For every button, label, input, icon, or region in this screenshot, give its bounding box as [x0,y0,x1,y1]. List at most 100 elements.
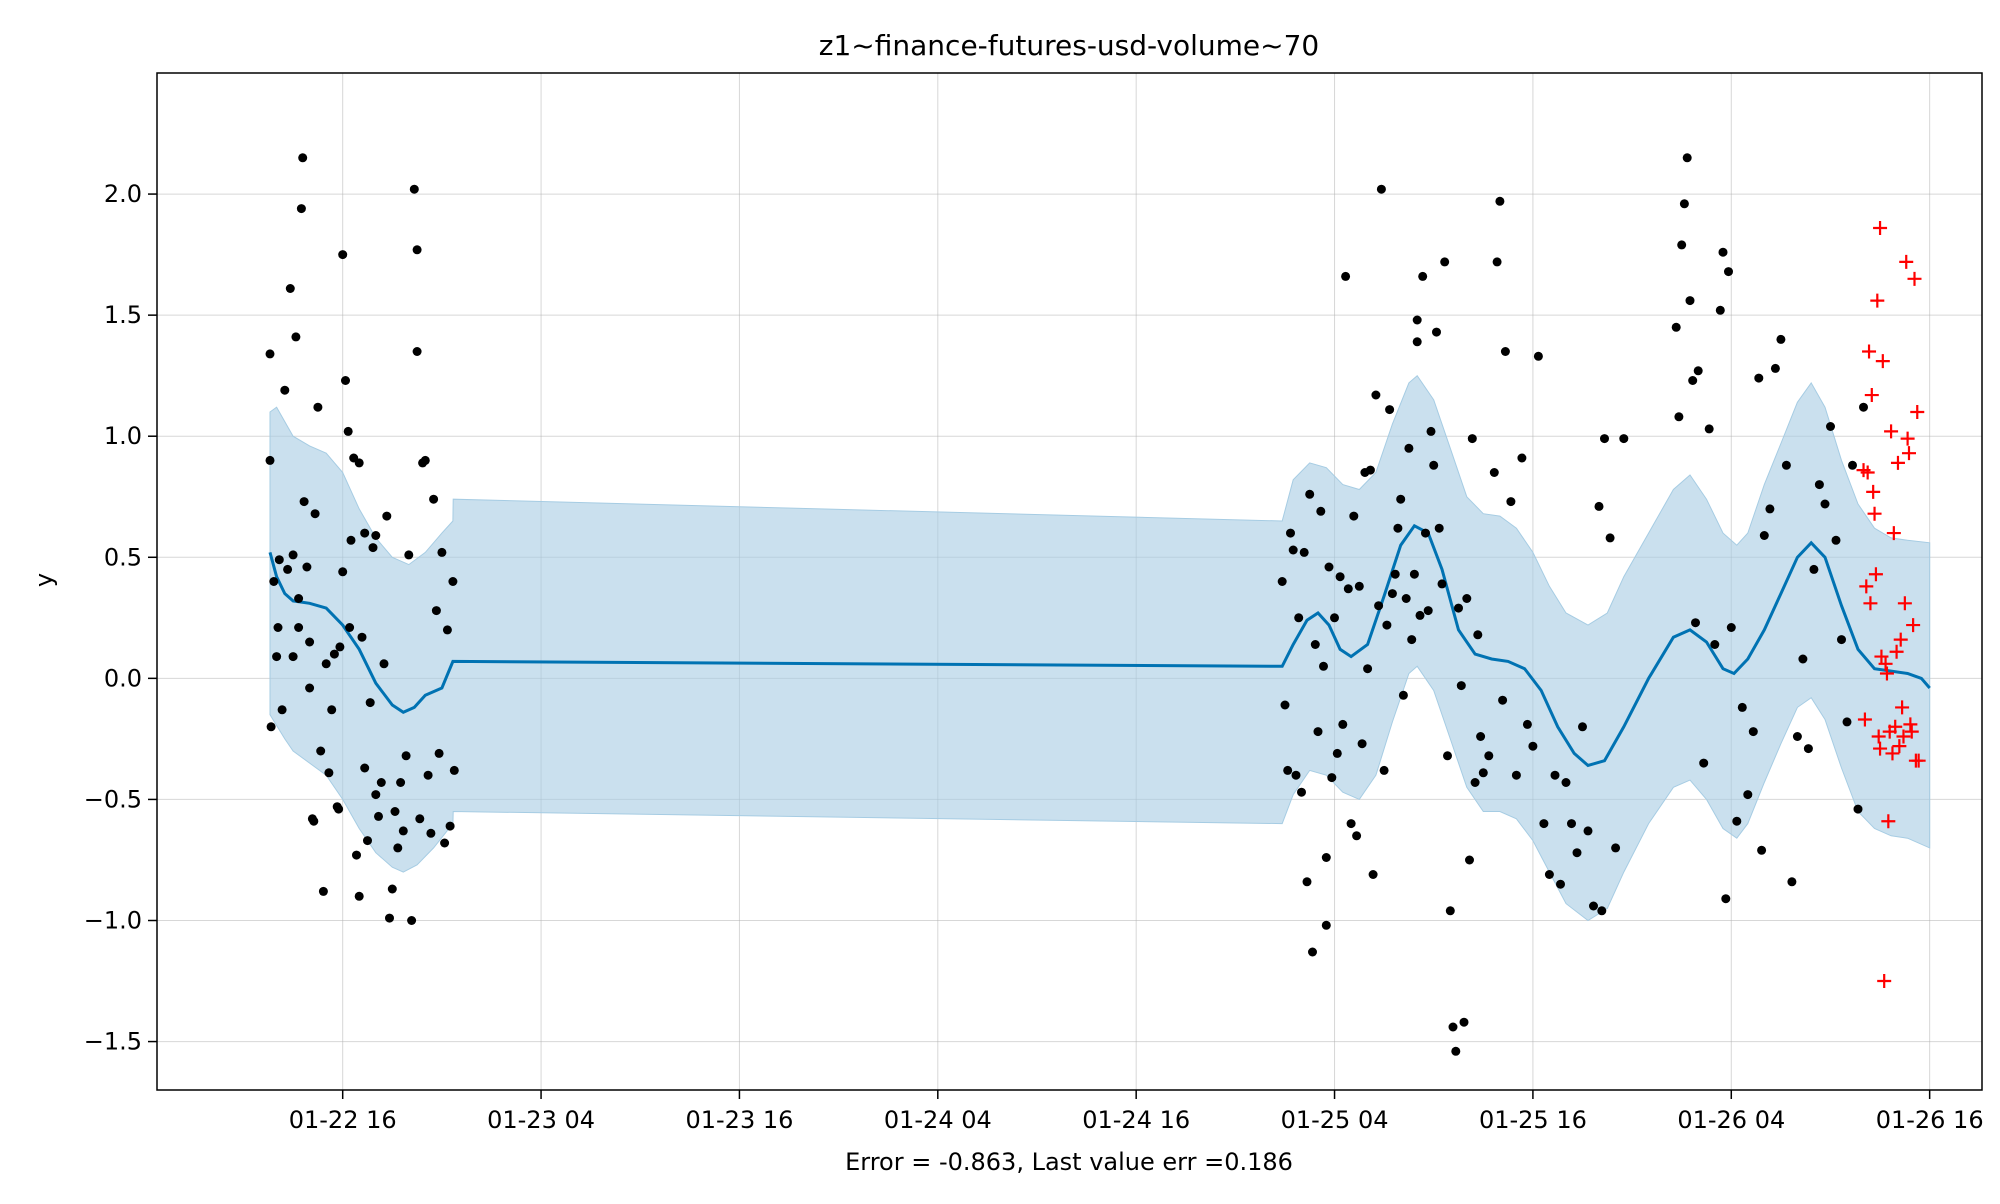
observed-point [423,770,433,780]
observed-point [1327,773,1337,783]
observed-point [352,850,361,860]
observed-point [398,826,408,836]
observed-point [1688,376,1698,385]
observed-point [1341,271,1351,281]
observed-point [1451,1046,1461,1056]
observed-point [1429,460,1439,470]
observed-point [1302,877,1312,887]
observed-point [1374,601,1384,611]
future-point [1867,506,1882,521]
observed-point [1495,196,1505,206]
observed-point [1556,879,1565,889]
observed-point [345,623,355,632]
y-tick-label: 2.0 [104,180,142,208]
observed-point [1600,434,1609,444]
observed-point [265,349,275,359]
observed-point [1332,748,1342,758]
future-points [1856,220,1926,989]
observed-point [1363,664,1373,674]
future-point [1863,596,1878,611]
observed-point [298,153,308,163]
observed-point [1434,523,1444,533]
observed-point [1324,562,1334,572]
observed-point [360,528,370,538]
observed-point [1605,533,1615,543]
observed-point [1357,739,1367,749]
y-axis-label: y [30,573,58,587]
observed-point [1715,305,1725,315]
observed-point [310,509,320,519]
observed-point [1286,528,1295,538]
observed-point [1724,267,1733,277]
observed-point [1462,594,1472,603]
observed-point [1500,347,1510,356]
observed-point [1528,741,1538,751]
observed-point [1277,577,1287,586]
observed-point [449,765,459,775]
future-point [1868,567,1883,582]
x-tick-label: 01-25 16 [1479,1106,1587,1134]
observed-point [1338,719,1348,729]
observed-point [1578,722,1587,732]
observed-point [374,811,383,821]
x-tick-label: 01-22 16 [289,1106,397,1134]
observed-point [1699,758,1709,768]
y-tick-label: 0.0 [104,664,142,692]
observed-point [1522,719,1532,729]
observed-point [1533,351,1543,361]
observed-point [1421,528,1430,538]
observed-point [1398,690,1408,700]
observed-point [1418,271,1428,281]
observed-point [1335,572,1345,582]
observed-point [1506,497,1516,507]
observed-point [305,683,315,693]
observed-point [1787,877,1797,887]
uncertainty-band [269,374,1931,922]
observed-point [1310,640,1320,649]
observed-point [1572,848,1582,858]
future-point [1881,814,1896,829]
future-point [1857,712,1872,727]
future-point [1890,455,1905,470]
observed-point [1674,412,1684,422]
observed-point [1404,443,1414,453]
observed-point [412,245,422,255]
observed-point [434,748,444,758]
future-point [1860,465,1875,480]
observed-point [1550,770,1560,780]
observed-point [382,511,392,521]
observed-point [1387,589,1397,599]
future-point [1888,719,1903,734]
observed-point [273,623,283,632]
observed-point [1294,613,1304,623]
observed-point [1423,606,1433,616]
observed-point [1693,366,1703,376]
observed-point [1313,727,1323,737]
observed-point [316,746,326,756]
future-point [1862,344,1877,359]
observed-point [288,652,298,662]
observed-point [1517,453,1527,463]
observed-point [327,705,337,715]
observed-point [1671,322,1681,332]
observed-point [1379,765,1389,775]
observed-point [338,567,348,577]
y-tick-label: −1.0 [84,907,142,935]
observed-point [321,659,331,669]
observed-point [1368,870,1378,879]
observed-point [338,250,348,260]
future-point [1893,632,1908,647]
observed-point [1826,422,1835,431]
observed-point [277,705,287,715]
observed-point [285,284,295,293]
observed-point [1748,727,1758,737]
observed-point [1459,1017,1469,1027]
observed-point [302,562,312,572]
observed-point [1511,770,1521,780]
observed-point [1765,504,1775,514]
y-tick-label: −0.5 [84,785,142,813]
observed-point [296,204,306,214]
future-point [1873,220,1888,235]
observed-point [360,763,370,773]
